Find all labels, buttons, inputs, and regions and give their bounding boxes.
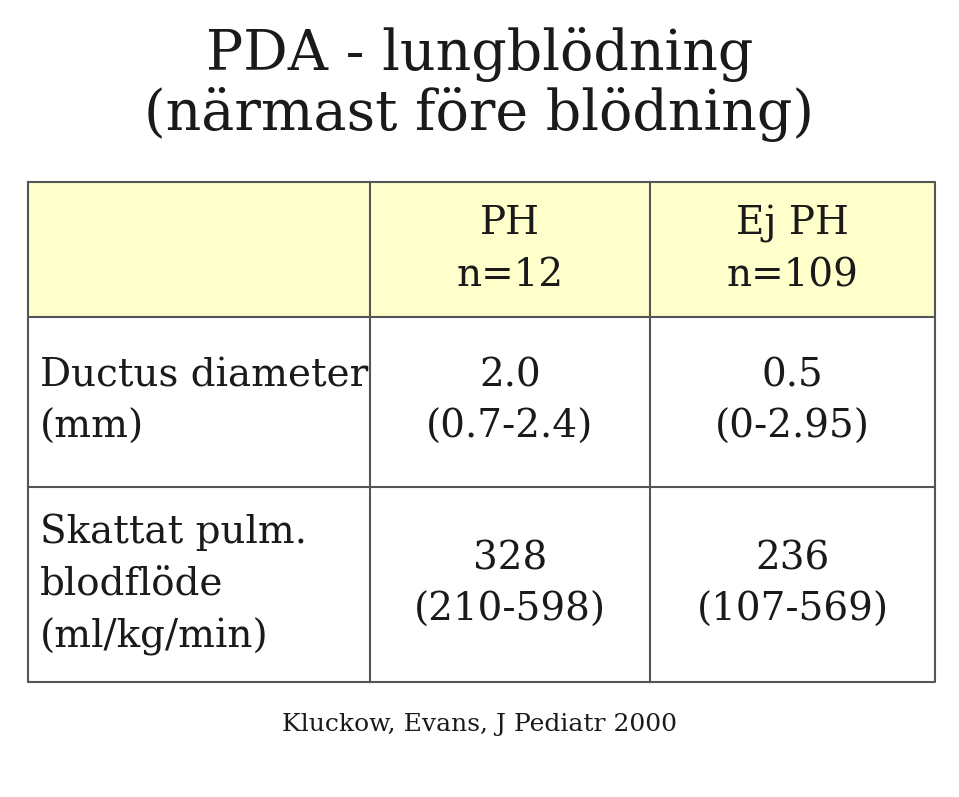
Text: Skattat pulm.
blodflöde
(ml/kg/min): Skattat pulm. blodflöde (ml/kg/min) — [40, 513, 307, 656]
Text: Kluckow, Evans, J Pediatr 2000: Kluckow, Evans, J Pediatr 2000 — [282, 713, 677, 736]
Text: (närmast före blödning): (närmast före blödning) — [145, 87, 814, 142]
Bar — [28, 182, 935, 317]
Text: 236
(107-569): 236 (107-569) — [696, 540, 889, 629]
Text: 328
(210-598): 328 (210-598) — [414, 540, 606, 629]
Text: 2.0
(0.7-2.4): 2.0 (0.7-2.4) — [427, 358, 594, 446]
Text: Ej PH
n=109: Ej PH n=109 — [727, 205, 858, 294]
Text: Ductus diameter
(mm): Ductus diameter (mm) — [40, 358, 368, 446]
Text: PH
n=12: PH n=12 — [456, 206, 564, 294]
Text: PDA - lungblödning: PDA - lungblödning — [206, 27, 753, 82]
Text: 0.5
(0-2.95): 0.5 (0-2.95) — [715, 358, 870, 446]
